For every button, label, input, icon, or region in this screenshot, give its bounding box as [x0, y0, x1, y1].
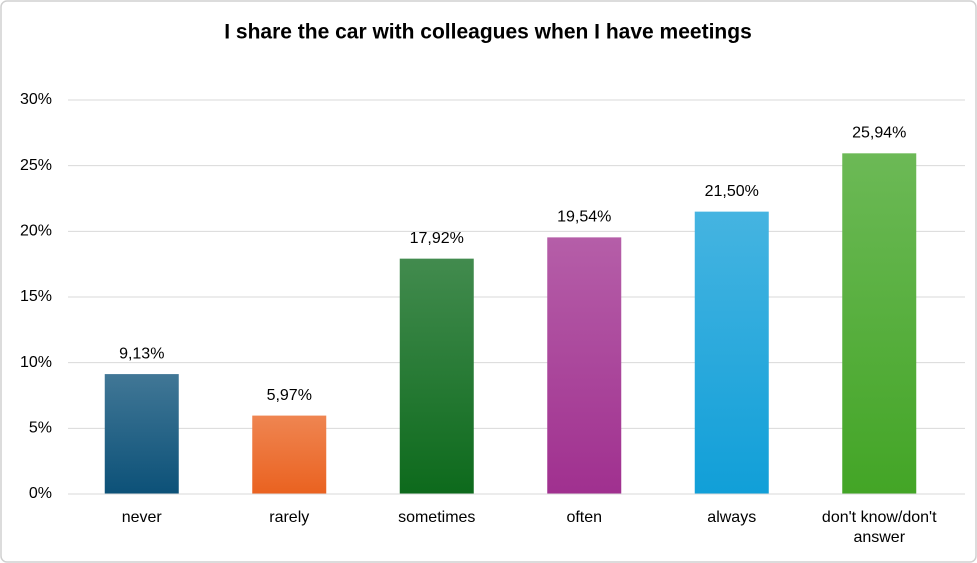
bar [252, 415, 327, 494]
x-tick-label: rarely [269, 509, 310, 526]
x-tick-label: always [707, 509, 757, 526]
bar [842, 153, 917, 494]
x-tick-label: sometimes [398, 509, 476, 526]
value-label: 19,54% [557, 209, 611, 226]
value-label: 17,92% [410, 230, 464, 247]
value-label: 5,97% [267, 387, 312, 404]
bar [104, 374, 179, 494]
x-tick-label: often [566, 509, 603, 526]
bar [547, 237, 622, 494]
y-tick-label: 5% [29, 420, 52, 437]
bar [694, 211, 769, 494]
value-label: 9,13% [119, 345, 164, 362]
value-label: 25,94% [852, 125, 906, 142]
chart-title: I share the car with colleagues when I h… [224, 21, 752, 44]
y-tick-label: 20% [20, 223, 52, 240]
y-tick-label: 10% [20, 354, 52, 371]
y-tick-label: 15% [20, 288, 52, 305]
y-tick-label: 30% [20, 91, 52, 108]
x-tick-label: never [121, 509, 162, 526]
y-tick-label: 0% [29, 485, 52, 502]
bar [399, 258, 474, 494]
x-tick-label: don't know/don't answer [821, 509, 937, 546]
y-tick-label: 25% [20, 157, 52, 174]
value-label: 21,50% [705, 183, 759, 200]
